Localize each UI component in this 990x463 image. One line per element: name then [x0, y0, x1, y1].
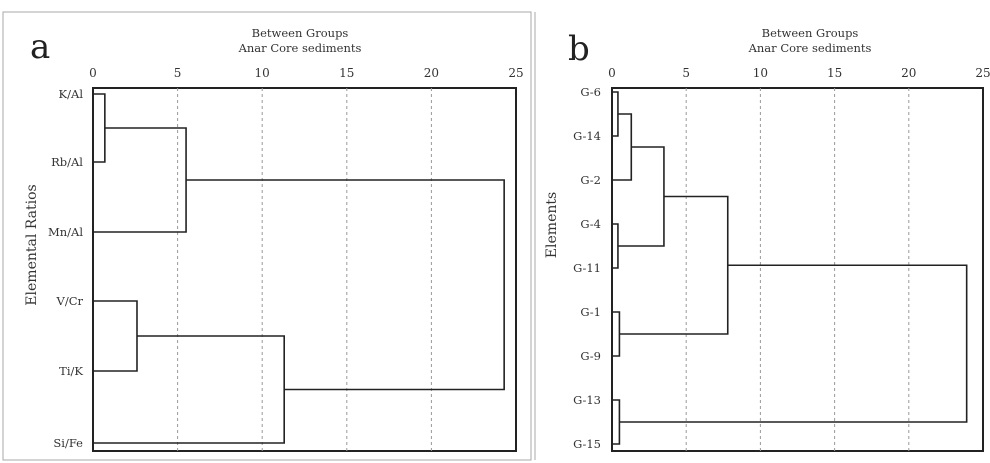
- leaf-label: G-4: [580, 217, 601, 231]
- panel-b-header2: Anar Core sediments: [748, 41, 872, 55]
- leaf-label: G-11: [573, 261, 601, 275]
- merge-link: [612, 311, 621, 357]
- merge-link: [617, 146, 665, 247]
- panel-a-frame: [2, 11, 532, 461]
- leaf-label: Rb/Al: [51, 155, 83, 169]
- leaf-label: Ti/K: [59, 364, 83, 378]
- merge-link: [186, 179, 505, 391]
- x-tick-label: 20: [901, 66, 916, 80]
- panel-b-letter: b: [568, 29, 590, 69]
- leaf-label: G-13: [573, 393, 601, 407]
- leaf-label: G-15: [573, 437, 601, 451]
- panel-a-ylabel: Elemental Ratios: [24, 184, 40, 305]
- plot-frame-a: [92, 87, 517, 452]
- x-tick-label: 0: [89, 66, 97, 80]
- leaf-label: Si/Fe: [53, 436, 83, 450]
- dendrogram-b: 0 5 10 15 20 25 G-6 G-14 G-2 G-4 G-11 G-1 G-9 G-13 G-1…: [573, 66, 990, 452]
- x-tick-label: 0: [608, 66, 616, 80]
- merge-link: [93, 93, 106, 163]
- panel-a-letter: a: [30, 27, 50, 67]
- x-tick-label: 25: [975, 66, 990, 80]
- leaf-label: V/Cr: [56, 294, 84, 308]
- x-tick-label: 5: [682, 66, 690, 80]
- leaf-label: G-9: [580, 349, 601, 363]
- leaf-label: G-14: [573, 129, 601, 143]
- leaf-label: G-1: [580, 305, 601, 319]
- leaf-label: K/Al: [59, 87, 84, 101]
- panel-a-header1: Between Groups: [252, 26, 349, 40]
- plot-frame-b: [611, 87, 984, 452]
- x-tick-label: 15: [827, 66, 842, 80]
- x-tick-label: 10: [753, 66, 768, 80]
- merge-link: [612, 399, 621, 445]
- leaf-label: G-2: [580, 173, 601, 187]
- merge-link: [93, 335, 285, 444]
- merge-link: [93, 300, 138, 372]
- x-tick-label: 10: [255, 66, 270, 80]
- panel-b-ylabel: Elements: [544, 192, 560, 258]
- x-tick-label: 15: [339, 66, 354, 80]
- panel-b-header1: Between Groups: [762, 26, 859, 40]
- x-tick-label: 20: [424, 66, 439, 80]
- merge-link: [612, 113, 633, 181]
- leaf-label: G-6: [580, 85, 601, 99]
- merge-link: [619, 264, 968, 423]
- x-tick-label: 5: [174, 66, 182, 80]
- panel-a-header2: Anar Core sediments: [238, 41, 362, 55]
- merge-link: [93, 127, 187, 233]
- dendrogram-a: 0 5 10 15 20 25 K/Al Rb/Al Mn/Al V/Cr Ti/K Si/Fe: [48, 66, 524, 452]
- x-tick-label: 25: [508, 66, 523, 80]
- leaf-label: Mn/Al: [48, 225, 83, 239]
- merge-link: [619, 195, 729, 335]
